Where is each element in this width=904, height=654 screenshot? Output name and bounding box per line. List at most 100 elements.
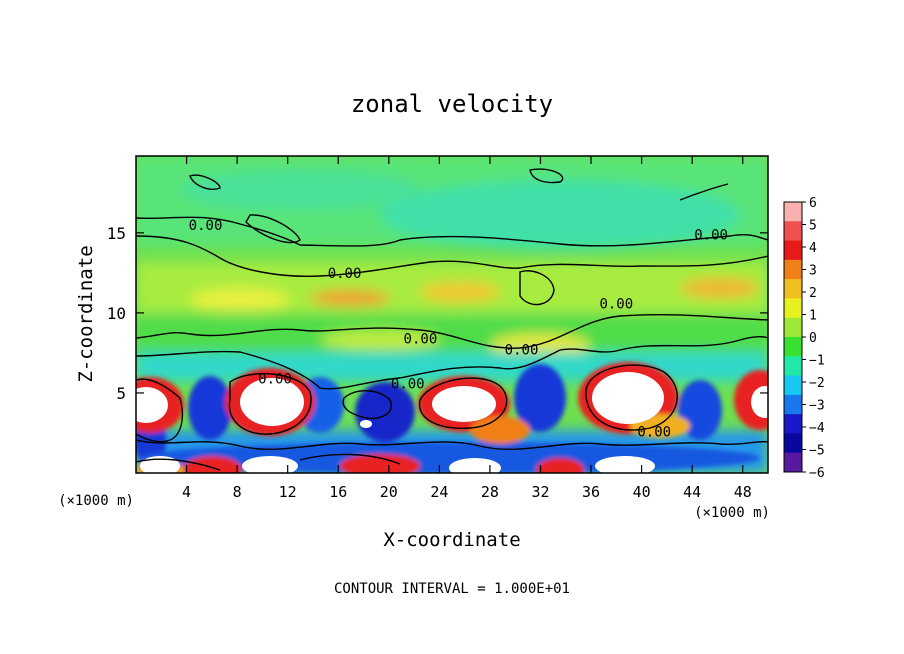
contour-2 <box>136 235 521 278</box>
blue-eddy-1 <box>188 376 232 440</box>
contour-label-layer: 0.00 0.00 0.00 0.00 0.00 0.00 0.00 0.00 0.00 <box>189 218 728 441</box>
colorbar-swatch <box>784 375 802 396</box>
colorbar-label: −4 <box>809 421 825 436</box>
orange-edge-1 <box>470 416 530 444</box>
colorbar-swatch <box>784 202 802 222</box>
white-core-bottom-4 <box>595 456 655 473</box>
colorbar-label: 3 <box>809 264 817 279</box>
colorbar-swatch <box>784 452 802 473</box>
colorbar-label: −5 <box>809 444 825 459</box>
chart-title: zonal velocity <box>351 90 553 118</box>
colorbar-swatch <box>784 394 802 415</box>
x-axis-label: X-coordinate <box>383 529 520 551</box>
white-core-bottom-3 <box>449 458 501 473</box>
colorbar-swatch <box>784 279 802 299</box>
x-tick-label: 40 <box>633 483 651 501</box>
x-tick-label: 20 <box>380 483 398 501</box>
y-tick-label: 10 <box>107 304 126 323</box>
colorbar-swatch <box>784 356 802 377</box>
contour-label: 0.00 <box>391 376 425 392</box>
contour-17 <box>529 168 564 184</box>
colorbar-swatch <box>784 433 802 454</box>
colorbar-swatch <box>784 317 802 338</box>
colorbar-label: −6 <box>809 466 825 481</box>
bottom-red-2 <box>340 454 420 473</box>
white-core-left <box>136 387 168 423</box>
yellow-patch-1 <box>190 288 290 312</box>
plot-frame <box>135 155 769 474</box>
x-tick-label: 32 <box>531 483 549 501</box>
colorbar-label: 5 <box>809 219 817 234</box>
white-core-small <box>360 420 372 428</box>
colorbar: 6 5 4 3 2 1 0 −1 −2 −3 −4 −5 −6 <box>783 196 825 481</box>
colorbar-swatch <box>784 240 802 261</box>
mid-green-band <box>136 318 768 358</box>
cyan-patch-upper-left <box>180 170 420 210</box>
contour-3 <box>519 255 768 269</box>
x-tick-label: 48 <box>734 483 752 501</box>
y-tick-label: 15 <box>107 224 126 243</box>
colorbar-label: 2 <box>809 286 817 301</box>
x-tick-label: 44 <box>683 483 701 501</box>
y-axis-label: Z-coordinate <box>75 245 97 382</box>
contour-label: 0.00 <box>189 218 223 234</box>
x-tick-label: 8 <box>233 483 242 501</box>
contour-18 <box>136 458 221 471</box>
x-tick-label: 16 <box>329 483 347 501</box>
colorbar-label: 6 <box>809 196 817 211</box>
blue-eddy-4 <box>514 364 566 432</box>
contour-8 <box>136 350 401 390</box>
plot-area <box>136 156 768 473</box>
colorbar-label: 1 <box>809 309 817 324</box>
orange-patch-2 <box>420 282 500 302</box>
colorbar-swatch <box>784 337 802 357</box>
x-tick-label: 36 <box>582 483 600 501</box>
white-core-right <box>751 386 768 418</box>
contour-label: 0.00 <box>599 296 633 312</box>
contour-11 <box>228 373 312 435</box>
contour-label: 0.00 <box>505 343 539 359</box>
yellow-patch-mid2 <box>320 330 440 350</box>
contour-12 <box>418 377 508 429</box>
z-unit-label: (×1000 m) <box>58 493 134 509</box>
contour-label: 0.00 <box>404 332 438 348</box>
contour-5 <box>189 174 221 190</box>
contour-6 <box>519 270 555 306</box>
contour-4 <box>245 214 301 244</box>
blue-eddy-3 <box>355 382 415 442</box>
contour-1 <box>136 216 768 247</box>
white-core-2 <box>240 378 304 426</box>
colorbar-label: −1 <box>809 354 825 369</box>
contour-9 <box>399 336 768 379</box>
white-core-4 <box>592 372 664 424</box>
contour-16 <box>679 183 729 201</box>
cyan-patch-upper-right <box>380 180 740 250</box>
colorbar-label: −2 <box>809 376 825 391</box>
contour-lines <box>136 168 768 471</box>
orange-patch-1 <box>310 290 390 306</box>
x-tick-label: 28 <box>481 483 499 501</box>
contour-13 <box>585 364 678 431</box>
contour-15 <box>342 390 392 420</box>
contour-19 <box>299 453 401 465</box>
colorbar-label: 0 <box>809 331 817 346</box>
x-axis: 4 8 12 16 20 24 28 32 36 40 44 48 <box>182 156 752 501</box>
x-unit-label: (×1000 m) <box>694 505 770 521</box>
contour-label: 0.00 <box>694 227 728 243</box>
contour-label: 0.00 <box>637 424 671 440</box>
white-core-bottom-2 <box>242 456 298 473</box>
colorbar-swatch <box>784 259 802 280</box>
colorbar-swatch <box>784 221 802 242</box>
contour-7 <box>136 313 768 349</box>
colorbar-swatch <box>784 298 802 319</box>
bottom-red-1 <box>182 456 242 473</box>
white-core-3 <box>432 386 496 422</box>
colorbar-label: 4 <box>809 241 817 256</box>
contour-label: 0.00 <box>258 372 292 388</box>
contour-14 <box>136 439 768 451</box>
y-tick-label: 5 <box>116 384 126 403</box>
orange-patch-3 <box>680 278 760 298</box>
bottom-red-3 <box>536 458 584 473</box>
contour-label: 0.00 <box>328 266 362 282</box>
